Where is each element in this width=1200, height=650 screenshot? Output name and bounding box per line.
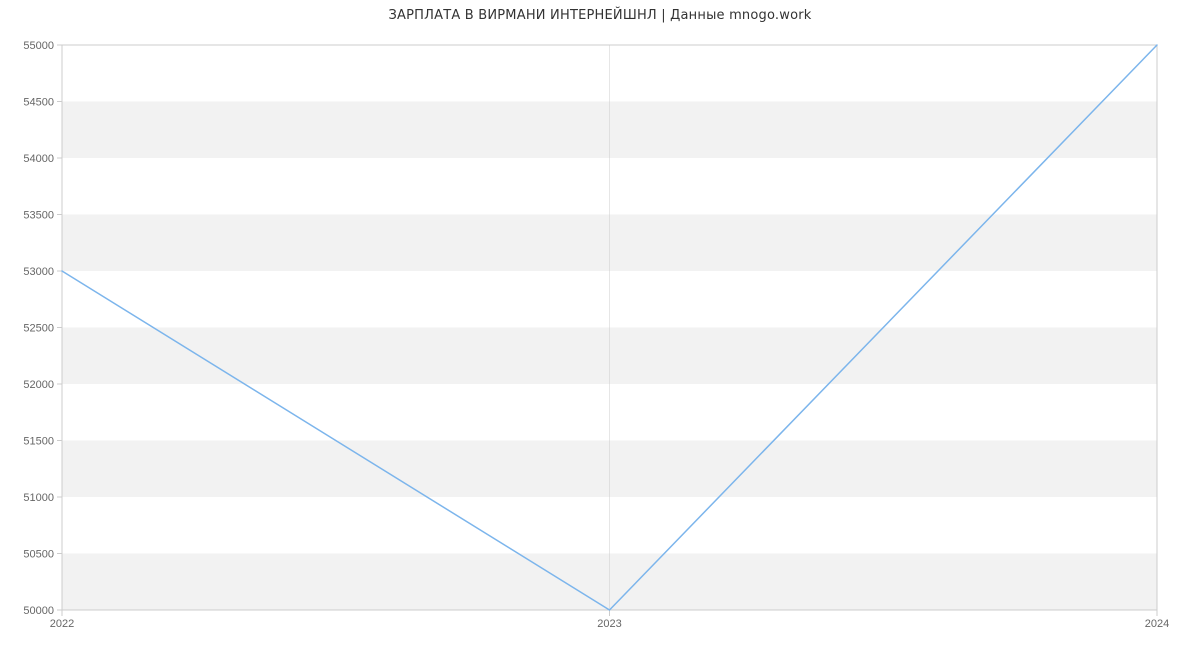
- y-tick-label: 52500: [23, 323, 54, 335]
- salary-line-chart: ЗАРПЛАТА В ВИРМАНИ ИНТЕРНЕЙШНЛ | Данные …: [0, 0, 1200, 650]
- y-tick-label: 53500: [23, 210, 54, 222]
- chart-svg: 50000 50500 51000 51500 52000 52500 53000 53500…: [0, 0, 1200, 650]
- y-tick-label: 50500: [23, 549, 54, 561]
- y-tick-label: 50000: [23, 605, 54, 617]
- x-tick-label: 2024: [1145, 618, 1169, 630]
- y-tick-label: 53000: [23, 266, 54, 278]
- y-tick-label: 51000: [23, 492, 54, 504]
- y-tick-label: 51500: [23, 436, 54, 448]
- x-tick-label: 2023: [597, 618, 621, 630]
- y-tick-label: 54000: [23, 153, 54, 165]
- x-tick-label: 2022: [50, 618, 74, 630]
- y-tick-label: 54500: [23, 97, 54, 109]
- y-tick-label: 55000: [23, 40, 54, 52]
- y-tick-label: 52000: [23, 379, 54, 391]
